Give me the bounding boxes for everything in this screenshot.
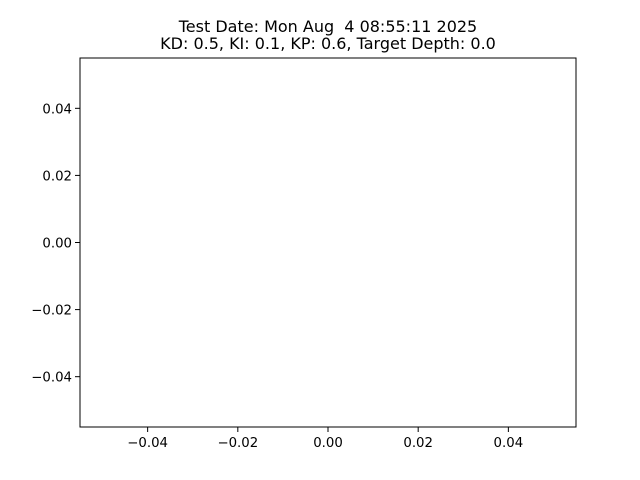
y-tick-label: −0.04 bbox=[31, 371, 72, 386]
x-tick-label: 0.00 bbox=[313, 436, 343, 451]
x-tick-label: −0.04 bbox=[127, 436, 168, 451]
y-tick-label: −0.02 bbox=[31, 304, 72, 319]
chart-title-line-1: Test Date: Mon Aug 4 08:55:11 2025 bbox=[178, 17, 477, 36]
y-tick-label: 0.00 bbox=[42, 237, 72, 252]
chart-title-line-2: KD: 0.5, KI: 0.1, KP: 0.6, Target Depth:… bbox=[160, 34, 496, 53]
x-tick-label: 0.04 bbox=[494, 436, 524, 451]
y-axis: 0.04 0.02 0.00 −0.02 −0.04 bbox=[31, 102, 80, 386]
y-tick-label: 0.04 bbox=[42, 102, 72, 117]
x-axis: −0.04 −0.02 0.00 0.02 0.04 bbox=[127, 427, 523, 451]
y-tick-label: 0.02 bbox=[42, 169, 72, 184]
x-tick-label: 0.02 bbox=[403, 436, 433, 451]
x-tick-label: −0.02 bbox=[217, 436, 258, 451]
